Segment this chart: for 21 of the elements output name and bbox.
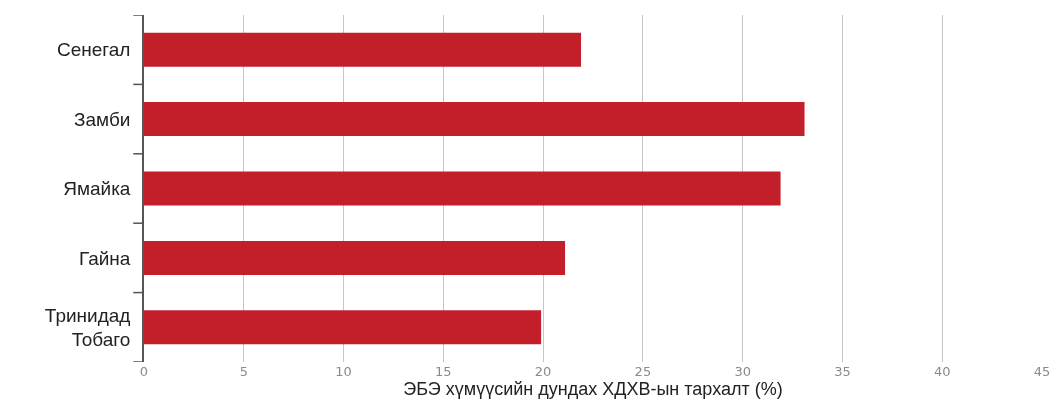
bar — [144, 32, 582, 67]
bar — [144, 171, 781, 206]
x-axis-title: ЭБЭ хүмүүсийн дундах ХДХВ-ын тархалт (%) — [403, 379, 783, 400]
y-tick-label: Тринидад Тобаго — [44, 304, 131, 351]
x-tick-label: 35 — [834, 364, 851, 379]
x-tick-label: 5 — [239, 364, 248, 379]
x-tick-label: 30 — [734, 364, 751, 379]
x-tick-label: 40 — [933, 364, 951, 379]
x-tick-label: 45 — [1033, 364, 1051, 379]
x-tick-label: 0 — [139, 364, 149, 379]
bar — [144, 310, 542, 345]
y-tick-label: Сенегал — [56, 39, 131, 61]
y-tick-label: Ямайка — [63, 178, 131, 200]
bar — [144, 240, 566, 275]
y-tick-label: Гайна — [78, 247, 131, 269]
x-tick-label: 10 — [335, 364, 352, 379]
y-tick-label: Замби — [74, 108, 131, 130]
x-tick-label: 15 — [435, 364, 452, 379]
bar — [144, 102, 805, 137]
x-tick-label: 25 — [634, 364, 652, 379]
x-tick-label: 20 — [534, 364, 552, 379]
